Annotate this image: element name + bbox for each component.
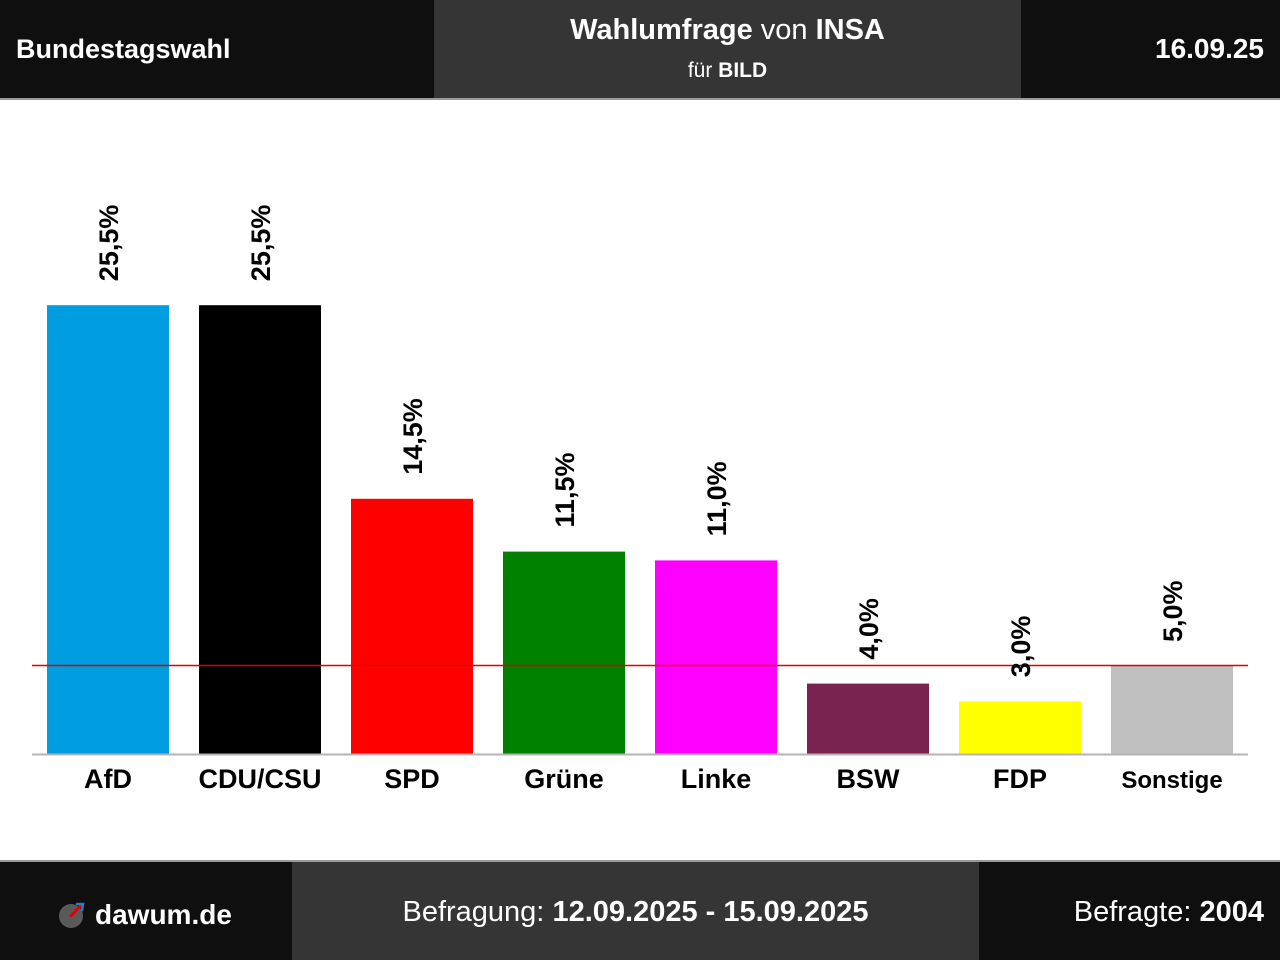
bar-cdu-csu bbox=[199, 305, 321, 754]
dawum-logo-icon bbox=[59, 902, 85, 928]
category-label: SPD bbox=[384, 764, 440, 794]
survey-period-label: Befragung: bbox=[402, 896, 553, 928]
survey-period-value: 12.09.2025 - 15.09.2025 bbox=[552, 896, 869, 928]
category-label: Grüne bbox=[524, 764, 604, 794]
bar-afd bbox=[47, 305, 169, 754]
value-label: 11,0% bbox=[702, 461, 732, 536]
bar-gr-ne bbox=[503, 551, 625, 754]
bar-linke bbox=[655, 560, 777, 754]
value-label: 5,0% bbox=[1158, 580, 1188, 642]
survey-period: Befragung: 12.09.2025 - 15.09.2025 bbox=[292, 896, 979, 929]
respondents-value: 2004 bbox=[1199, 896, 1264, 928]
header-left-panel: Bundestagswahl bbox=[0, 0, 434, 98]
poll-title-main: Wahlumfrage bbox=[570, 14, 753, 46]
footer: dawum.de Befragung: 12.09.2025 - 15.09.2… bbox=[0, 860, 1280, 960]
bar-fdp bbox=[959, 701, 1081, 754]
category-label: CDU/CSU bbox=[198, 764, 321, 794]
poll-title-von: von bbox=[752, 14, 816, 46]
header-right-panel: 16.09.25 bbox=[1021, 0, 1280, 98]
brand-name: dawum.de bbox=[95, 899, 232, 930]
respondents-label: Befragte: bbox=[1073, 896, 1200, 928]
respondents: Befragte: 2004 bbox=[1074, 896, 1264, 929]
value-label: 11,5% bbox=[550, 453, 580, 528]
chart-area: 25,5% AfD 25,5% CDU/CSU 14,5% SPD 11,5% Grüne 11… bbox=[0, 100, 1280, 860]
footer-period-panel: Befragung: 12.09.2025 - 15.09.2025 bbox=[292, 862, 979, 960]
poll-bar-chart: 25,5% AfD 25,5% CDU/CSU 14,5% SPD 11,5% Grüne 11… bbox=[32, 205, 1248, 794]
poll-institute: INSA bbox=[815, 14, 885, 46]
bar-sonstige bbox=[1111, 666, 1233, 754]
brand[interactable]: dawum.de bbox=[58, 898, 232, 932]
category-label: Linke bbox=[681, 764, 752, 794]
value-label: 3,0% bbox=[1006, 616, 1036, 678]
poll-subtitle-fuer: für bbox=[687, 59, 719, 82]
poll-date: 16.09.25 bbox=[1155, 33, 1264, 64]
value-label: 4,0% bbox=[854, 598, 884, 660]
header: Bundestagswahl Wahlumfrage von INSA für … bbox=[0, 0, 1280, 100]
poll-subtitle: für BILD bbox=[434, 59, 1021, 83]
bar-spd bbox=[351, 498, 473, 754]
footer-left-panel: dawum.de bbox=[0, 862, 292, 960]
category-label: FDP bbox=[993, 764, 1047, 794]
value-label: 25,5% bbox=[94, 205, 124, 282]
bar-bsw bbox=[807, 683, 929, 754]
category-label: BSW bbox=[837, 764, 901, 794]
poll-title: Wahlumfrage von INSA bbox=[434, 14, 1021, 47]
poll-client: BILD bbox=[718, 59, 768, 82]
election-name: Bundestagswahl bbox=[16, 34, 231, 64]
value-label: 25,5% bbox=[246, 205, 276, 282]
header-title-panel: Wahlumfrage von INSA für BILD bbox=[434, 0, 1021, 98]
value-label: 14,5% bbox=[398, 398, 428, 475]
footer-right-panel: Befragte: 2004 bbox=[979, 862, 1280, 960]
category-label: AfD bbox=[84, 764, 132, 794]
category-label: Sonstige bbox=[1121, 767, 1222, 794]
